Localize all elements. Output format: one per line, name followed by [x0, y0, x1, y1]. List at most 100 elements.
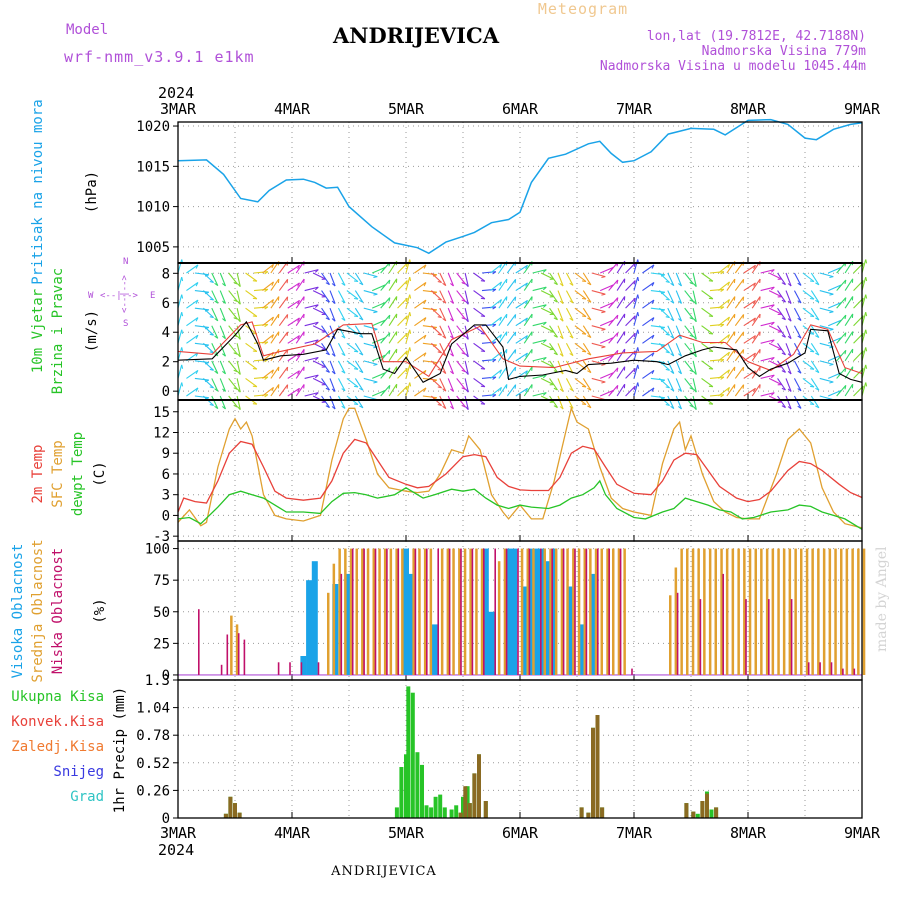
wind-arrow-head — [354, 333, 359, 335]
wind-arrow-head — [264, 376, 269, 380]
wind-arrow — [819, 342, 834, 348]
time-label-bottom: 5MAR — [388, 824, 425, 842]
model-label: Model — [66, 22, 108, 38]
wind-arrow — [456, 360, 466, 373]
precip-bar — [458, 812, 463, 818]
wind-arrow — [549, 272, 558, 285]
footer-station: ANDRIJEVICA — [330, 864, 437, 879]
cloud-bar — [691, 548, 695, 675]
wind-arrow-head — [314, 374, 319, 379]
wind-arrow — [701, 342, 714, 352]
wind-arrow-head — [742, 279, 745, 284]
wind-arrow — [498, 366, 508, 379]
cloud-bar — [511, 548, 518, 675]
wind-arrow — [802, 342, 815, 353]
wind-arrow-head — [331, 300, 336, 305]
panel-pressure: 1020 1015 1010 1005 — [136, 118, 863, 263]
wind-arrow-head — [633, 297, 636, 303]
wind-arrow-head — [670, 300, 675, 304]
time-label-bottom: 9MAR — [844, 824, 881, 842]
wind-arrow-head — [601, 363, 606, 366]
cloud-unit: (%) — [92, 598, 108, 623]
wind-arrow — [397, 262, 408, 274]
wind-arrow — [633, 259, 639, 274]
wind-arrow-head — [195, 299, 199, 304]
wind-arrow — [718, 316, 730, 327]
cloud-bar — [471, 548, 474, 675]
wind-arrow — [245, 377, 258, 388]
wind-arrow — [616, 331, 626, 344]
wind-arrow-head — [264, 341, 269, 345]
wind-arrow-head — [405, 280, 408, 285]
wind-arrow — [557, 395, 564, 410]
wind-arrow — [388, 331, 398, 344]
wind-arrow — [363, 325, 378, 330]
cloud-bar — [585, 548, 588, 675]
wind-arrow-head — [442, 317, 447, 322]
wind-arrow-head — [770, 304, 775, 308]
wind-arrow-head — [499, 316, 503, 321]
wind-arrow — [549, 378, 558, 391]
wind-arrow-head — [815, 352, 820, 356]
wind-arrow — [768, 307, 782, 315]
time-label-top: 5MAR — [388, 100, 425, 118]
wind-arrow — [211, 325, 219, 339]
wind-arrow-head — [286, 296, 289, 301]
precip-legend-item: Zaledj.Kisa — [11, 739, 104, 755]
wind-arrow — [785, 343, 792, 357]
cloud-bar — [237, 633, 240, 675]
wind-arrow-head — [601, 276, 606, 279]
wind-arrow — [768, 377, 782, 386]
precip-bar — [684, 803, 689, 818]
wind-arrow-head — [525, 300, 528, 305]
wind-arrow-head — [437, 316, 442, 319]
wind-arrow — [464, 308, 469, 322]
wind-arrow — [414, 282, 427, 292]
cloud-bar — [842, 668, 844, 675]
wind-arrow — [287, 299, 300, 309]
wind-arrow-head — [582, 297, 587, 300]
wind-arrow-head — [601, 311, 606, 314]
cloud-bar — [458, 548, 461, 675]
wind-arrow — [186, 387, 199, 397]
wind-arrow — [819, 307, 834, 313]
cloud-bar — [819, 662, 821, 675]
wind-arrow — [600, 302, 614, 309]
wind-arrow-head — [587, 282, 592, 286]
wind-arrow — [506, 366, 517, 379]
time-label-top: 6MAR — [502, 100, 539, 118]
wind-arrow — [346, 307, 359, 318]
wind-arrow — [490, 386, 502, 397]
cloud-bar — [617, 548, 621, 675]
cloud-bar — [566, 548, 569, 675]
wind-arrow — [354, 342, 364, 356]
wind-arrow — [329, 395, 336, 410]
wind-arrow-head — [542, 357, 547, 361]
wind-arrow — [810, 378, 820, 391]
wind-arrow — [642, 299, 655, 309]
cloud-bar — [589, 548, 592, 675]
wind-arrow — [734, 314, 745, 327]
wind-arrow-head — [325, 370, 330, 373]
wind-arrow-head — [582, 280, 587, 283]
wind-arrow-head — [480, 280, 485, 282]
wind-arrow-head — [670, 317, 675, 322]
wind-arrow-head — [405, 297, 408, 303]
wind-arrow — [743, 387, 756, 397]
wind-arrow — [684, 342, 694, 355]
cloud-bar — [366, 548, 370, 675]
lonlat-label: lon,lat (19.7812E, 42.7188N) — [647, 29, 866, 44]
wind-arrow — [414, 387, 427, 397]
wind-arrow-head — [450, 405, 454, 410]
wind-arrow-head — [297, 265, 300, 270]
wind-arrow-head — [442, 300, 447, 304]
wind-arrow-head — [314, 392, 319, 396]
wind-arrow — [692, 395, 697, 410]
wind-arrow — [329, 360, 336, 375]
wind-arrow — [236, 290, 241, 305]
time-label-bottom: 4MAR — [274, 824, 311, 842]
wind-arrow-head — [637, 276, 640, 282]
wind-arrow-head — [742, 349, 745, 354]
cloud-bar — [429, 548, 433, 675]
wind-arrow-head — [181, 347, 184, 352]
